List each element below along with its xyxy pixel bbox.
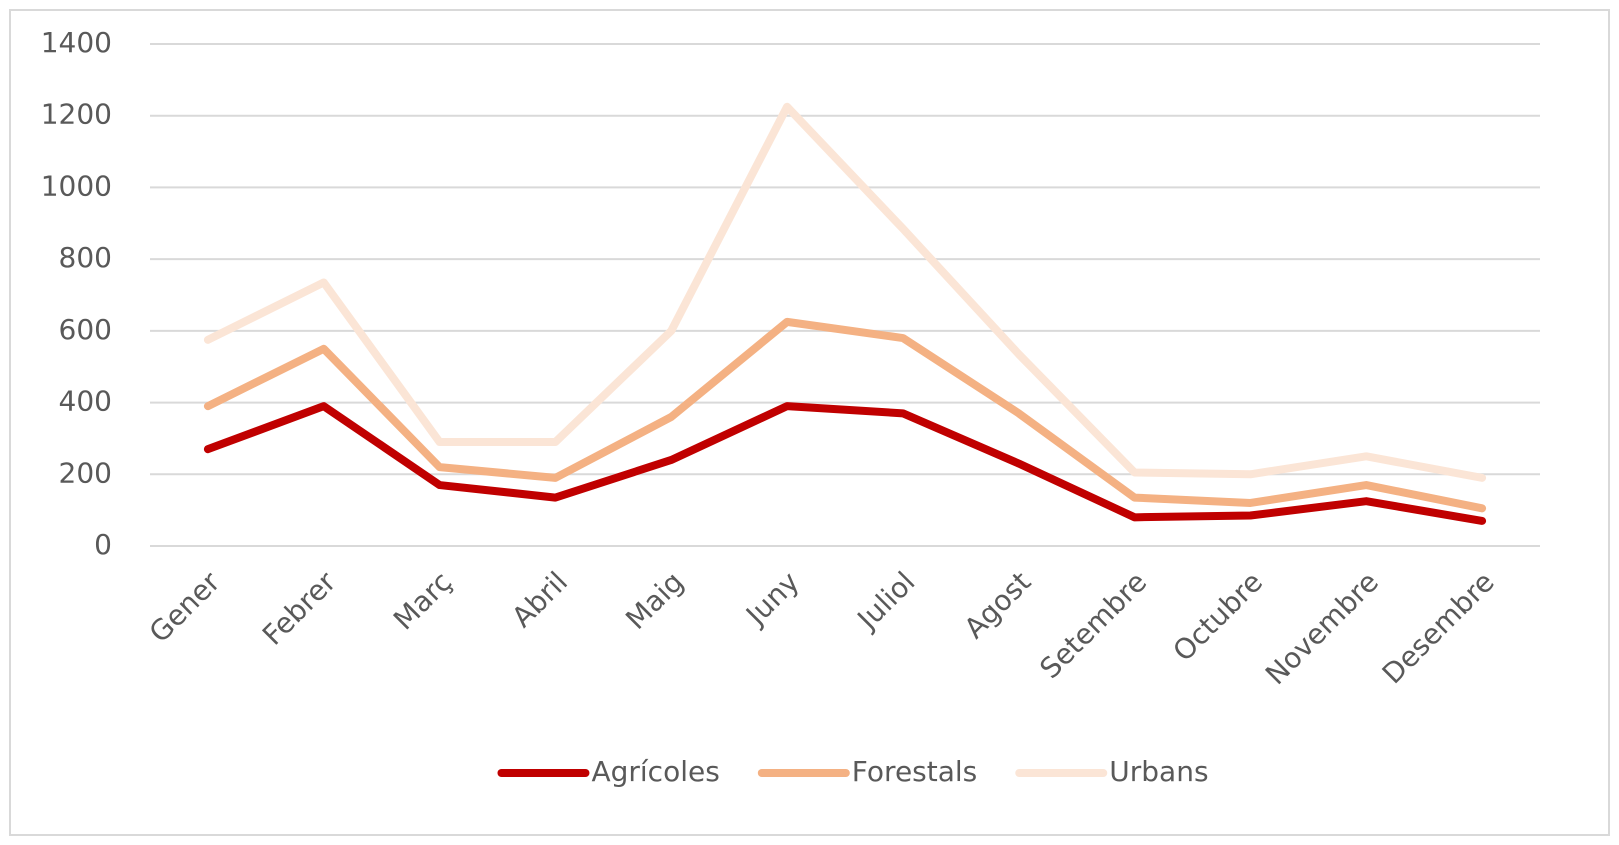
series-line bbox=[203, 402, 1487, 525]
y-tick-label: 1200 bbox=[41, 98, 112, 131]
legend-label: Agrícoles bbox=[591, 755, 719, 788]
legend-label: Urbans bbox=[1109, 755, 1208, 788]
legend-label: Forestals bbox=[852, 755, 977, 788]
y-tick-label: 200 bbox=[59, 456, 112, 489]
y-tick-label: 1400 bbox=[41, 26, 112, 59]
legend: Agrícoles Forestals Urbans bbox=[497, 755, 1209, 788]
y-tick-label: 600 bbox=[59, 313, 112, 346]
y-tick-label: 0 bbox=[94, 528, 112, 561]
series-line bbox=[203, 102, 1487, 482]
y-tick-label: 1000 bbox=[41, 169, 112, 202]
y-tick-label: 800 bbox=[59, 241, 112, 274]
y-tick-label: 400 bbox=[59, 385, 112, 418]
series-line bbox=[203, 317, 1487, 513]
